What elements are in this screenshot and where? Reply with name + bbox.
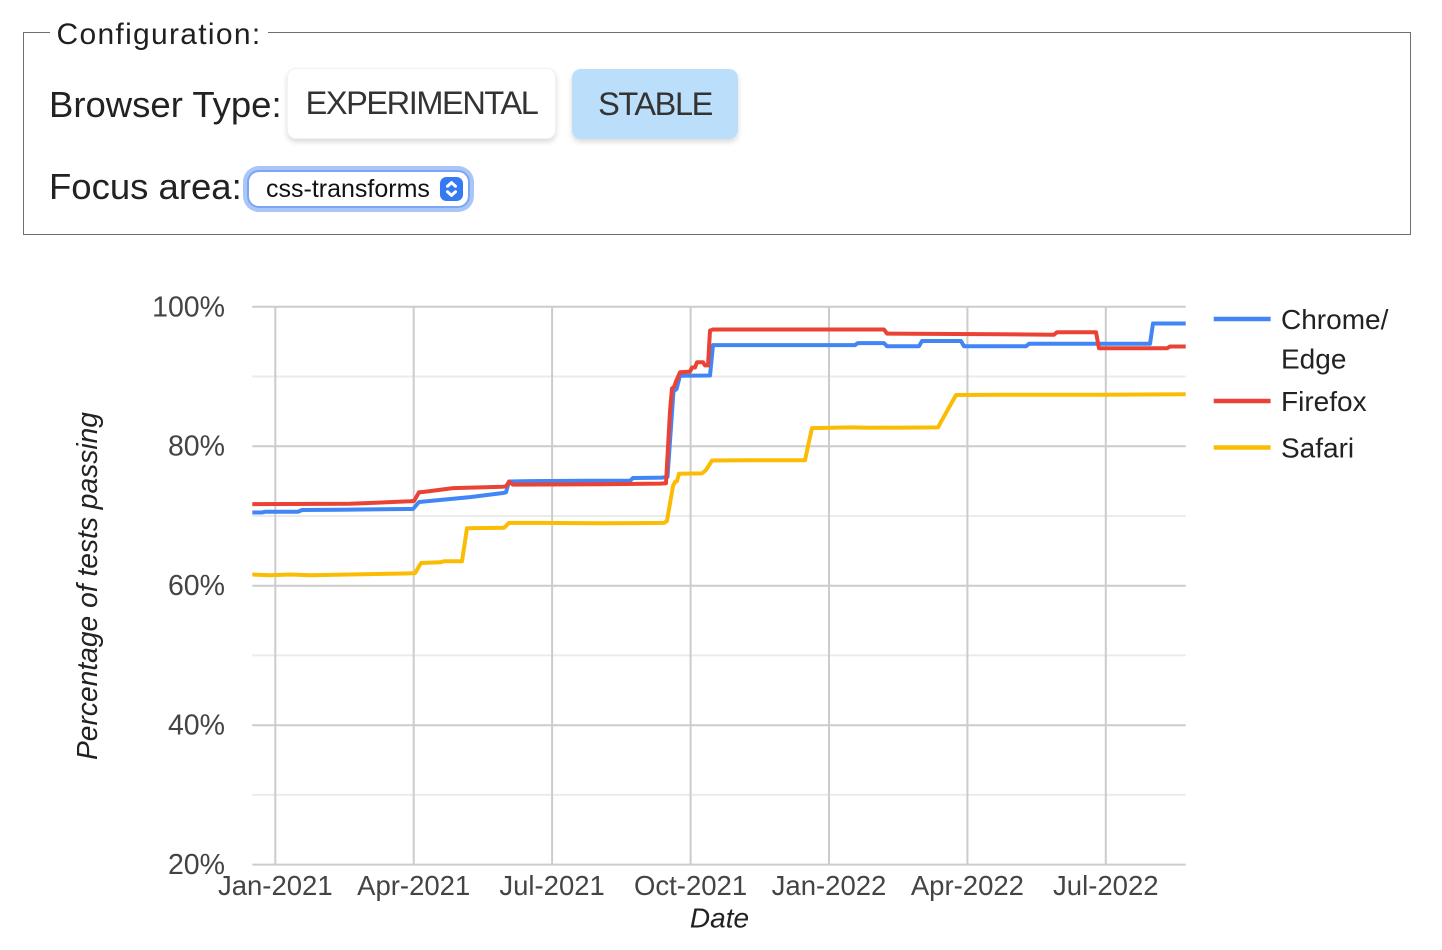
svg-text:Jan-2021: Jan-2021 <box>218 870 333 901</box>
svg-text:Firefox: Firefox <box>1281 386 1367 417</box>
svg-text:Chrome/: Chrome/ <box>1281 304 1389 335</box>
svg-text:Jan-2022: Jan-2022 <box>772 870 887 901</box>
svg-text:20%: 20% <box>168 849 225 881</box>
svg-text:40%: 40% <box>168 710 225 742</box>
svg-text:Apr-2022: Apr-2022 <box>911 870 1024 901</box>
svg-text:60%: 60% <box>168 570 225 602</box>
svg-text:Apr-2021: Apr-2021 <box>357 870 470 901</box>
svg-text:Oct-2021: Oct-2021 <box>634 870 747 901</box>
svg-text:80%: 80% <box>168 431 225 463</box>
svg-text:Percentage of tests passing: Percentage of tests passing <box>72 412 104 760</box>
svg-text:Date: Date <box>690 903 749 934</box>
svg-text:Jul-2022: Jul-2022 <box>1053 870 1159 901</box>
svg-text:Safari: Safari <box>1281 433 1354 464</box>
svg-text:Edge: Edge <box>1281 344 1346 375</box>
svg-text:Jul-2021: Jul-2021 <box>499 870 605 901</box>
svg-text:100%: 100% <box>152 291 225 323</box>
